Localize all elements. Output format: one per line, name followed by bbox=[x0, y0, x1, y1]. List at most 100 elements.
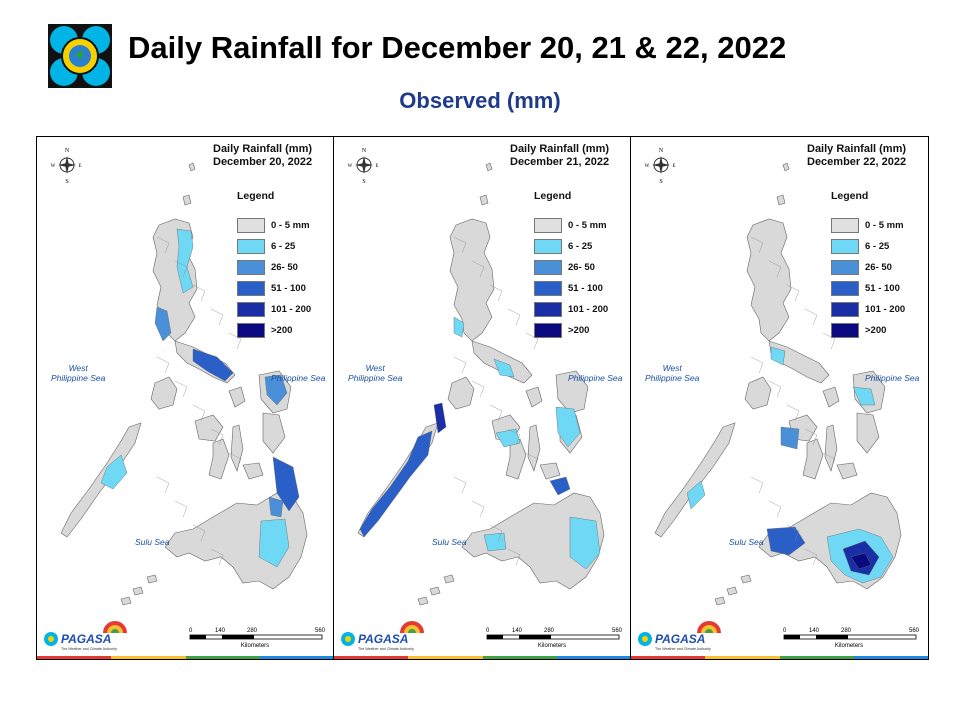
color-stripe bbox=[334, 656, 630, 659]
legend-swatch bbox=[534, 260, 562, 275]
island-shape bbox=[188, 162, 196, 172]
province-boundary bbox=[507, 308, 521, 326]
island-shape bbox=[60, 422, 142, 538]
map-date: December 22, 2022 bbox=[807, 156, 907, 168]
legend-item: >200 bbox=[831, 320, 905, 341]
svg-text:W: W bbox=[645, 164, 650, 169]
legend-item: 26- 50 bbox=[237, 257, 311, 278]
legend-item: 6 - 25 bbox=[237, 236, 311, 257]
scale-bar: 0 140 280 560 Kilometers bbox=[486, 628, 623, 649]
island-shape bbox=[132, 586, 144, 596]
legend-label: 6 - 25 bbox=[568, 241, 593, 252]
rainfall-region bbox=[852, 386, 876, 406]
province-boundary bbox=[804, 428, 818, 446]
svg-text:Kilometers: Kilometers bbox=[835, 643, 863, 649]
rainfall-map-panel-dec21: N W E S Daily Rainfall (mm) December 21,… bbox=[334, 137, 631, 659]
island-shape bbox=[654, 422, 736, 538]
legend-item: 51 - 100 bbox=[831, 278, 905, 299]
sea-label-east: Philippine Sea bbox=[865, 373, 920, 383]
island-shape bbox=[230, 424, 244, 472]
rainfall-region bbox=[154, 306, 172, 342]
province-boundary bbox=[471, 260, 485, 278]
legend-label: 6 - 25 bbox=[865, 241, 890, 252]
island-shape bbox=[856, 412, 880, 454]
province-boundary bbox=[489, 524, 503, 542]
legend-swatch bbox=[831, 260, 859, 275]
rainfall-region bbox=[258, 518, 290, 568]
province-boundary bbox=[174, 380, 188, 398]
rainfall-region bbox=[780, 426, 800, 450]
legend-label: >200 bbox=[865, 325, 887, 336]
philippines-rainfall-map bbox=[654, 162, 902, 606]
island-shape bbox=[447, 376, 475, 410]
province-boundary bbox=[192, 524, 206, 542]
legend-item: >200 bbox=[534, 320, 608, 341]
province-boundary bbox=[471, 500, 485, 518]
province-boundary bbox=[489, 404, 503, 422]
sea-label-sulu: Sulu Sea bbox=[432, 537, 467, 547]
color-stripe bbox=[631, 656, 928, 659]
svg-text:560: 560 bbox=[909, 628, 920, 634]
svg-text:S: S bbox=[65, 179, 68, 185]
pagasa-logo: PAGASA The Weather and Climate Authority bbox=[638, 621, 721, 651]
island-shape bbox=[822, 386, 840, 408]
island-shape bbox=[146, 574, 158, 584]
legend-swatch bbox=[534, 323, 562, 338]
island-shape bbox=[194, 414, 224, 442]
island-shape bbox=[782, 162, 790, 172]
svg-text:PAGASA: PAGASA bbox=[655, 632, 705, 646]
province-boundary bbox=[156, 236, 170, 254]
legend-label: 0 - 5 mm bbox=[271, 220, 310, 231]
legend-label: 0 - 5 mm bbox=[568, 220, 607, 231]
legend-label: >200 bbox=[271, 325, 293, 336]
svg-text:0: 0 bbox=[783, 628, 787, 634]
svg-text:S: S bbox=[659, 179, 662, 185]
svg-text:280: 280 bbox=[544, 628, 555, 634]
svg-text:280: 280 bbox=[841, 628, 852, 634]
island-shape bbox=[836, 462, 858, 480]
legend-swatch bbox=[237, 323, 265, 338]
legend-item: 26- 50 bbox=[534, 257, 608, 278]
scale-bar: 0 140 280 560 Kilometers bbox=[189, 628, 326, 649]
pagasa-seal-logo bbox=[48, 24, 112, 88]
island-shape bbox=[485, 162, 493, 172]
rainfall-region bbox=[264, 374, 288, 406]
svg-text:N: N bbox=[65, 148, 70, 154]
sea-label-east: Philippine Sea bbox=[271, 373, 326, 383]
legend-label: 101 - 200 bbox=[271, 304, 312, 315]
province-boundary bbox=[156, 356, 170, 374]
island-shape bbox=[228, 386, 246, 408]
legend-swatch bbox=[831, 323, 859, 338]
legend-swatch bbox=[237, 239, 265, 254]
svg-text:0: 0 bbox=[189, 628, 193, 634]
island-shape bbox=[479, 194, 489, 206]
province-boundary bbox=[210, 428, 224, 446]
legend-title: Legend bbox=[831, 190, 869, 202]
province-boundary bbox=[768, 380, 782, 398]
svg-text:PAGASA: PAGASA bbox=[358, 632, 408, 646]
philippines-rainfall-map bbox=[60, 162, 308, 606]
legend-swatch bbox=[237, 302, 265, 317]
province-boundary bbox=[525, 332, 539, 350]
rainfall-region bbox=[555, 406, 581, 448]
svg-text:E: E bbox=[78, 164, 81, 169]
svg-text:Kilometers: Kilometers bbox=[538, 643, 566, 649]
legend-label: 51 - 100 bbox=[865, 283, 900, 294]
province-boundary bbox=[453, 236, 467, 254]
legend: 0 - 5 mm 6 - 25 26- 50 51 - 100 101 - 200 >20… bbox=[534, 215, 608, 341]
rainfall-region bbox=[272, 456, 300, 512]
map-title: Daily Rainfall (mm) December 21, 2022 bbox=[510, 143, 609, 169]
svg-text:The Weather and Climate Author: The Weather and Climate Authority bbox=[358, 647, 414, 651]
rainfall-region bbox=[483, 532, 507, 552]
legend-swatch bbox=[534, 302, 562, 317]
svg-text:Kilometers: Kilometers bbox=[241, 643, 269, 649]
island-shape bbox=[120, 596, 132, 606]
rainfall-map-panel-dec22: N W E S Daily Rainfall (mm) December 22,… bbox=[631, 137, 928, 659]
province-boundary bbox=[453, 476, 467, 494]
map-title-line1: Daily Rainfall (mm) bbox=[213, 143, 313, 155]
rainfall-region bbox=[268, 496, 284, 518]
island-shape bbox=[714, 596, 726, 606]
legend-swatch bbox=[237, 218, 265, 233]
svg-text:280: 280 bbox=[247, 628, 258, 634]
legend-label: 6 - 25 bbox=[271, 241, 296, 252]
